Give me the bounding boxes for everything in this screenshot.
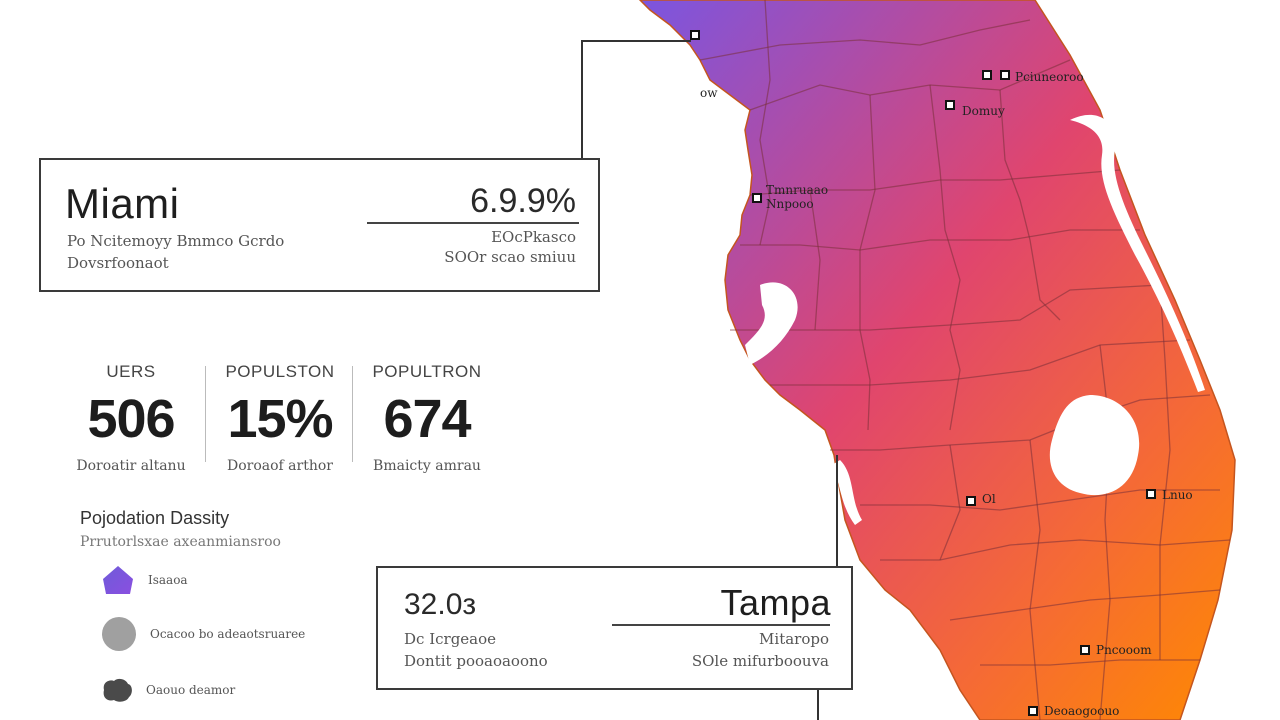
stat-population-2: POPULTRON 674 Bmaicty amrau	[362, 362, 492, 474]
city-label: Nnpooo	[766, 197, 814, 211]
city-label: Pncooom	[1096, 643, 1152, 657]
stat-divider	[352, 366, 353, 462]
city-marker[interactable]	[982, 70, 992, 80]
callout-miami[interactable]: Miami 6.9.9% Po Ncitemoyy Bmmco Gcrdo Do…	[39, 158, 600, 292]
callout-desc-line1: Dc Icrgeaoe	[404, 630, 497, 648]
city-label: ow	[700, 86, 718, 100]
legend-item-label: Oaouo deamor	[146, 683, 236, 697]
county-lines	[699, 0, 1231, 720]
city-marker[interactable]	[966, 496, 976, 506]
stat-value: 15%	[227, 389, 333, 449]
legend-subtitle: Prrutorlsxae axeanmiansroo	[80, 534, 281, 550]
stat-label: UERS	[106, 362, 156, 381]
blob-icon	[103, 678, 132, 702]
city-marker[interactable]	[1080, 645, 1090, 655]
city-label: Tmnruaao	[766, 183, 829, 197]
florida-map-svg	[638, 0, 1236, 720]
city-label: Deoaogoouo	[1044, 704, 1120, 718]
legend-title: Pojodation Dassity	[80, 508, 230, 528]
city-marker[interactable]	[690, 30, 700, 40]
callout-percent: 6.9.9%	[470, 182, 576, 220]
connector-line	[581, 40, 583, 158]
stat-caption: Bmaicty amrau	[373, 458, 481, 474]
callout-metric-line1: Mitaropo	[759, 630, 829, 648]
callout-desc-line1: Po Ncitemoyy Bmmco Gcrdo	[67, 232, 285, 250]
callout-desc-line2: Dovsrfoonaot	[67, 254, 169, 272]
city-label: Pciuneoroo	[1015, 70, 1084, 84]
city-label: Domuy	[962, 104, 1005, 118]
stat-divider	[205, 366, 206, 462]
lake-okeechobee	[1049, 395, 1140, 496]
stat-population: POPULSTON 15% Doroaof arthor	[215, 362, 345, 474]
circle-icon	[102, 617, 136, 651]
callout-metric-line2: SOOr scao smiuu	[444, 248, 576, 266]
callout-metric-line2: SOle mifurboouva	[691, 652, 829, 670]
legend-item[interactable]: Isaaoa	[100, 563, 188, 597]
stat-users: UERS 506 Doroatir altanu	[66, 362, 196, 474]
city-label: Ol	[982, 492, 996, 506]
florida-map: ow Pciuneoroo Domuy Tmnruaao Nnpooo Ol L…	[600, 0, 1280, 720]
stat-caption: Doroaof arthor	[227, 458, 333, 474]
tampa-bay	[745, 282, 798, 365]
callout-rule	[367, 222, 579, 224]
city-marker[interactable]	[1028, 706, 1038, 716]
city-marker[interactable]	[1146, 489, 1156, 499]
legend-item[interactable]: Ocacoo bo adeaotsruaree	[100, 616, 305, 652]
sw-inlet	[832, 460, 862, 525]
legend-item[interactable]: Oaouo deamor	[100, 676, 235, 704]
connector-line	[836, 455, 838, 567]
city-marker[interactable]	[1000, 70, 1010, 80]
callout-number: 32.0з	[404, 588, 477, 621]
callout-desc-line2: Dontit pooaoaoono	[404, 652, 548, 670]
legend-item-label: Ocacoo bo adeaotsruaree	[150, 627, 306, 641]
city-marker[interactable]	[752, 193, 762, 203]
callout-city-name: Tampa	[720, 582, 831, 623]
connector-line	[817, 690, 819, 720]
callout-tampa[interactable]: 32.0з Tampa Dc Icrgeaoe Dontit pooaoaoon…	[376, 566, 853, 690]
callout-rule	[612, 624, 830, 626]
stat-value: 674	[383, 389, 471, 449]
stat-caption: Doroatir altanu	[76, 458, 186, 474]
stat-value: 506	[87, 389, 175, 449]
connector-line	[581, 40, 691, 42]
callout-city-name: Miami	[65, 180, 180, 227]
stat-label: POPULTRON	[372, 362, 482, 381]
legend-item-label: Isaaoa	[148, 573, 188, 587]
city-marker[interactable]	[945, 100, 955, 110]
east-lagoon	[1070, 114, 1205, 393]
city-label: Lnuo	[1162, 488, 1193, 502]
callout-metric-line1: EOcPkasco	[491, 228, 576, 246]
house-icon	[103, 566, 133, 594]
stat-label: POPULSTON	[225, 362, 335, 381]
